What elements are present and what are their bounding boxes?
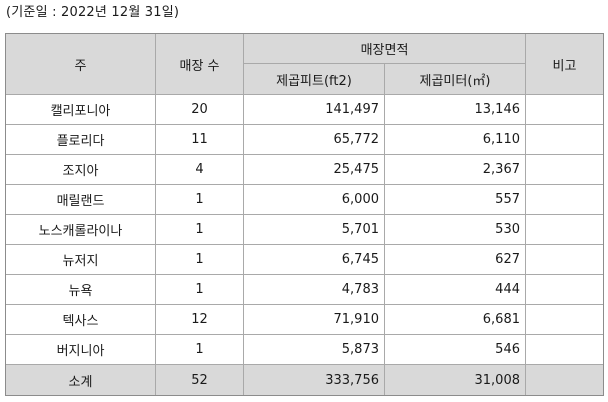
cell-square-meters: 546	[384, 334, 526, 365]
cell-square-feet: 6,745	[243, 244, 385, 275]
table-row: 버지니아 1 5,873 546	[5, 334, 604, 365]
cell-store-count: 1	[155, 214, 244, 245]
cell-note	[525, 94, 604, 125]
table-row: 텍사스 12 71,910 6,681	[5, 304, 604, 335]
cell-square-meters: 6,681	[384, 304, 526, 335]
table-row: 캘리포니아 20 141,497 13,146	[5, 94, 604, 125]
cell-note	[525, 274, 604, 305]
subtotal-square-meters: 31,008	[384, 364, 526, 396]
table-body: 캘리포니아 20 141,497 13,146 플로리다 11 65,772 6…	[5, 94, 604, 396]
table-row: 노스캐롤라이나 1 5,701 530	[5, 214, 604, 245]
store-area-table: 주 매장 수 매장면적 비고 제곱피트(ft2) 제곱미터(㎡) 캘리포니아 2…	[5, 33, 604, 396]
subtotal-note	[525, 364, 604, 396]
cell-store-count: 11	[155, 124, 244, 155]
header-state: 주	[5, 33, 156, 95]
cell-square-meters: 2,367	[384, 154, 526, 185]
cell-square-meters: 627	[384, 244, 526, 275]
cell-store-count: 1	[155, 334, 244, 365]
cell-square-feet: 141,497	[243, 94, 385, 125]
cell-state: 버지니아	[5, 334, 156, 365]
cell-state: 조지아	[5, 154, 156, 185]
cell-square-meters: 444	[384, 274, 526, 305]
table-row: 플로리다 11 65,772 6,110	[5, 124, 604, 155]
header-store-area: 매장면적	[243, 33, 526, 64]
cell-state: 뉴저지	[5, 244, 156, 275]
cell-store-count: 1	[155, 244, 244, 275]
subtotal-square-feet: 333,756	[243, 364, 385, 396]
cell-state: 노스캐롤라이나	[5, 214, 156, 245]
cell-square-feet: 65,772	[243, 124, 385, 155]
cell-store-count: 12	[155, 304, 244, 335]
header-square-feet: 제곱피트(ft2)	[243, 63, 385, 95]
table-row: 뉴욕 1 4,783 444	[5, 274, 604, 305]
cell-square-meters: 6,110	[384, 124, 526, 155]
cell-state: 매릴랜드	[5, 184, 156, 215]
cell-note	[525, 124, 604, 155]
cell-square-feet: 4,783	[243, 274, 385, 305]
cell-note	[525, 214, 604, 245]
cell-store-count: 4	[155, 154, 244, 185]
subtotal-store-count: 52	[155, 364, 244, 396]
cell-note	[525, 304, 604, 335]
cell-note	[525, 184, 604, 215]
table-row: 뉴저지 1 6,745 627	[5, 244, 604, 275]
cell-state: 뉴욕	[5, 274, 156, 305]
header-square-meters: 제곱미터(㎡)	[384, 63, 526, 95]
cell-state: 플로리다	[5, 124, 156, 155]
cell-square-feet: 5,873	[243, 334, 385, 365]
cell-state: 텍사스	[5, 304, 156, 335]
header-note: 비고	[525, 33, 604, 95]
subtotal-row: 소계 52 333,756 31,008	[5, 364, 604, 396]
table-row: 조지아 4 25,475 2,367	[5, 154, 604, 185]
cell-note	[525, 244, 604, 275]
cell-square-meters: 13,146	[384, 94, 526, 125]
cell-store-count: 1	[155, 184, 244, 215]
cell-store-count: 20	[155, 94, 244, 125]
cell-note	[525, 154, 604, 185]
cell-square-feet: 71,910	[243, 304, 385, 335]
cell-square-feet: 5,701	[243, 214, 385, 245]
table-row: 매릴랜드 1 6,000 557	[5, 184, 604, 215]
cell-square-feet: 6,000	[243, 184, 385, 215]
cell-state: 캘리포니아	[5, 94, 156, 125]
header-store-count: 매장 수	[155, 33, 244, 95]
cell-store-count: 1	[155, 274, 244, 305]
table-header: 주 매장 수 매장면적 비고 제곱피트(ft2) 제곱미터(㎡)	[5, 33, 604, 95]
cell-square-meters: 530	[384, 214, 526, 245]
cell-square-meters: 557	[384, 184, 526, 215]
base-date-note: (기준일 : 2022년 12월 31일)	[6, 5, 180, 20]
cell-note	[525, 334, 604, 365]
cell-square-feet: 25,475	[243, 154, 385, 185]
subtotal-label: 소계	[5, 364, 156, 396]
